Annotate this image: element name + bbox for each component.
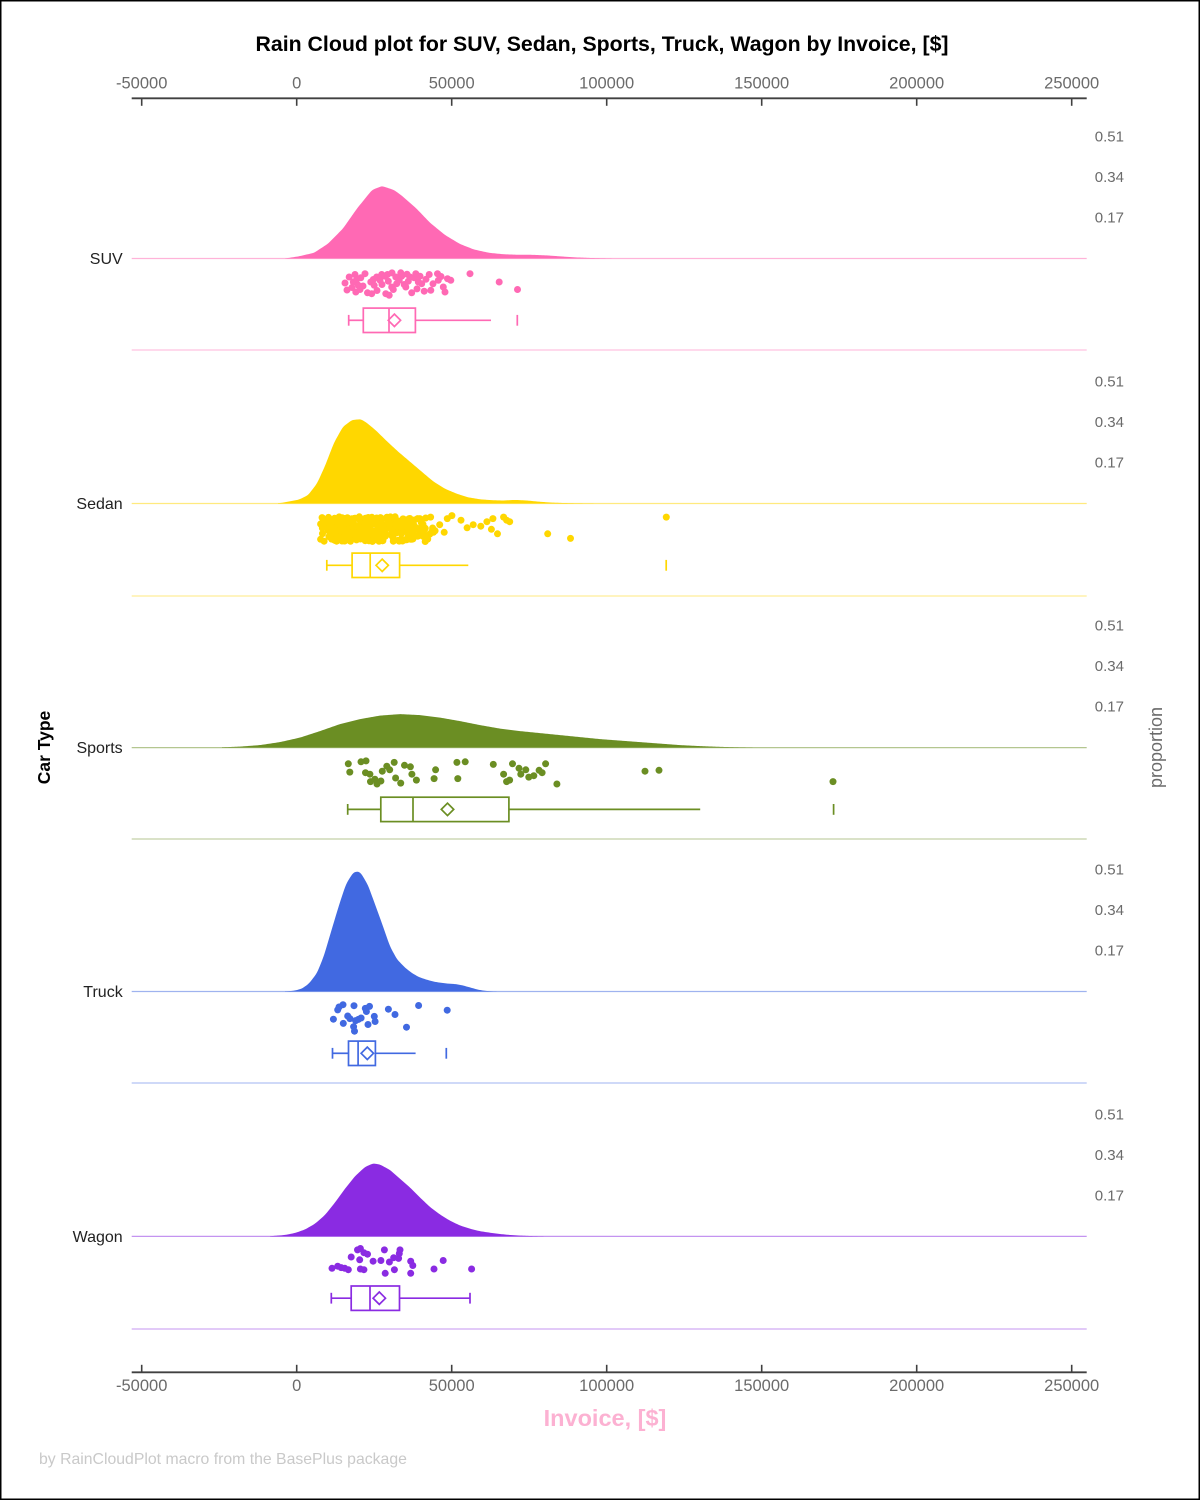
svg-text:0.51: 0.51	[1095, 862, 1124, 879]
svg-text:0.51: 0.51	[1095, 129, 1124, 146]
svg-text:by RainCloudPlot macro from th: by RainCloudPlot macro from the BasePlus…	[39, 1451, 407, 1468]
svg-text:Invoice, [$]: Invoice, [$]	[544, 1405, 667, 1431]
svg-text:0: 0	[292, 1377, 301, 1395]
svg-text:0.34: 0.34	[1095, 1147, 1124, 1164]
svg-text:0.17: 0.17	[1095, 943, 1124, 960]
svg-text:0.34: 0.34	[1095, 414, 1124, 431]
svg-text:0.51: 0.51	[1095, 374, 1124, 391]
svg-text:50000: 50000	[429, 1377, 475, 1395]
svg-text:0.17: 0.17	[1095, 455, 1124, 472]
svg-text:0.17: 0.17	[1095, 699, 1124, 716]
svg-text:0.34: 0.34	[1095, 169, 1124, 186]
svg-text:Car Type: Car Type	[34, 710, 54, 784]
svg-text:Sports: Sports	[76, 740, 122, 757]
svg-text:200000: 200000	[889, 1377, 944, 1395]
svg-text:0.51: 0.51	[1095, 618, 1124, 635]
svg-text:-50000: -50000	[116, 1377, 167, 1395]
svg-text:0.51: 0.51	[1095, 1106, 1124, 1123]
svg-text:150000: 150000	[734, 75, 789, 93]
svg-text:Sedan: Sedan	[76, 496, 122, 513]
svg-text:Truck: Truck	[83, 984, 123, 1001]
svg-text:0.34: 0.34	[1095, 902, 1124, 919]
svg-text:0.17: 0.17	[1095, 1187, 1124, 1204]
svg-text:Wagon: Wagon	[73, 1229, 123, 1246]
svg-text:200000: 200000	[889, 75, 944, 93]
svg-text:100000: 100000	[579, 75, 634, 93]
svg-text:-50000: -50000	[116, 75, 167, 93]
svg-text:150000: 150000	[734, 1377, 789, 1395]
svg-text:0.17: 0.17	[1095, 210, 1124, 227]
svg-text:SUV: SUV	[90, 251, 123, 268]
svg-text:250000: 250000	[1044, 75, 1099, 93]
svg-text:0.34: 0.34	[1095, 658, 1124, 675]
svg-text:100000: 100000	[579, 1377, 634, 1395]
svg-text:proportion: proportion	[1146, 707, 1166, 788]
svg-text:0: 0	[292, 75, 301, 93]
svg-text:50000: 50000	[429, 75, 475, 93]
svg-text:250000: 250000	[1044, 1377, 1099, 1395]
svg-text:Rain Cloud plot for SUV, Sedan: Rain Cloud plot for SUV, Sedan, Sports, …	[255, 32, 948, 56]
